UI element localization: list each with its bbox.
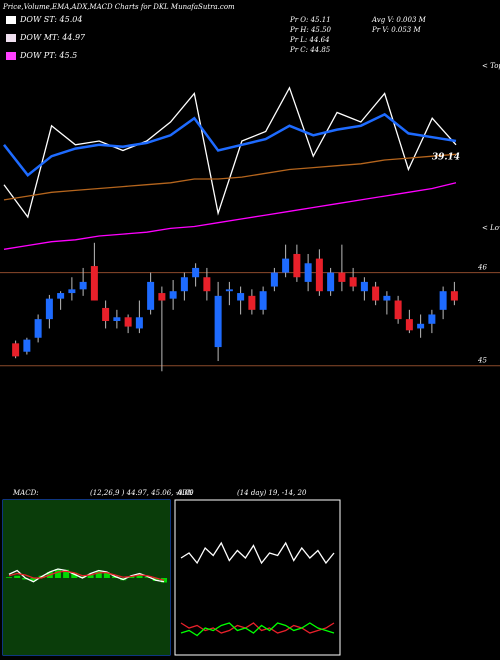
candle-body <box>327 272 335 292</box>
candle-body <box>259 291 267 310</box>
series-line <box>180 622 335 637</box>
candle-body <box>12 343 20 357</box>
histogram-bar <box>6 577 12 578</box>
histogram-bar <box>128 576 135 578</box>
histogram-bar <box>63 569 70 578</box>
series-line <box>8 570 165 581</box>
legend-swatch <box>6 52 16 60</box>
candle-body <box>57 293 65 299</box>
candle-body <box>349 277 357 287</box>
candle-body <box>338 272 346 282</box>
histogram-bar <box>14 575 21 578</box>
panel-params: (12,26,9 ) 44.97, 45.06, -0.09 <box>90 489 194 497</box>
candle-body <box>192 267 200 278</box>
info: Pr V: 0.053 M <box>371 26 421 34</box>
y-tick-label: 46 <box>477 264 487 272</box>
panel-label: ADX <box>176 489 194 497</box>
histogram-bar <box>30 578 37 581</box>
candle-body <box>124 317 132 327</box>
candle-body <box>45 298 53 320</box>
legend-label: DOW MT: 44.97 <box>19 33 86 42</box>
candle-body <box>34 319 42 338</box>
candle-body <box>304 263 312 282</box>
histogram-bar <box>136 574 143 578</box>
histogram-bar <box>71 572 78 578</box>
lows-label: < Lows <box>482 224 500 232</box>
candle-body <box>169 291 177 299</box>
candle-body <box>135 317 143 329</box>
info: Pr H: 45.50 <box>289 26 332 34</box>
histogram-bar <box>87 574 94 578</box>
legend-label: DOW PT: 45.5 <box>19 51 77 60</box>
candle-body <box>23 339 31 352</box>
info: Avg V: 0.003 M <box>371 16 427 24</box>
candle-body <box>293 253 301 278</box>
candle-body <box>282 258 290 273</box>
panel-label: MACD: <box>12 489 39 497</box>
candle-body <box>383 295 391 301</box>
histogram-bar <box>112 576 119 578</box>
series-line <box>3 112 457 177</box>
series-line <box>3 153 457 201</box>
legend-label: DOW ST: 45.04 <box>19 15 82 24</box>
legend-swatch <box>6 16 16 24</box>
series-line <box>180 541 335 565</box>
histogram-bar <box>152 578 159 581</box>
histogram-bar <box>22 578 29 580</box>
candle-body <box>68 289 76 294</box>
candle-body <box>270 272 278 287</box>
candle-body <box>113 317 121 321</box>
histogram-bar <box>95 571 102 578</box>
y-tick-label: 45 <box>477 357 487 365</box>
candle-body <box>180 277 188 292</box>
series-line <box>3 182 457 250</box>
candle-body <box>203 277 211 292</box>
candle-body <box>79 281 87 290</box>
candle-body <box>360 281 368 292</box>
legend-swatch <box>6 34 16 42</box>
candle-body <box>90 266 98 301</box>
series-line <box>180 622 335 634</box>
annotation: 39.14 <box>432 153 460 163</box>
histogram-bar <box>79 576 86 578</box>
info: Pr O: 45.11 <box>289 16 331 24</box>
candle-body <box>405 319 413 331</box>
candle-body <box>147 281 155 310</box>
candle-body <box>428 314 436 324</box>
histogram-bar <box>54 569 61 578</box>
candle-body <box>102 307 110 321</box>
candle-body <box>450 291 458 301</box>
candle-body <box>237 293 245 301</box>
info: Pr L: 44.64 <box>289 36 330 44</box>
title: Price,Volume,EMA,ADX,MACD Charts for DKL… <box>2 3 235 11</box>
candle-body <box>439 291 447 310</box>
candle-body <box>214 295 222 348</box>
candle-body <box>225 289 233 292</box>
candle-body <box>315 258 323 292</box>
histogram-bar <box>144 577 151 578</box>
candle-body <box>372 286 380 301</box>
panel-params: (14 day) 19, -14, 20 <box>237 489 307 497</box>
candle-body <box>248 295 256 310</box>
candle-body <box>417 323 425 329</box>
series-line <box>3 86 457 219</box>
histogram-bar <box>103 572 110 578</box>
info: Pr C: 44.85 <box>289 46 331 54</box>
candle-body <box>394 300 402 320</box>
tops-label: < Tops <box>482 62 500 70</box>
candle-body <box>158 293 166 301</box>
